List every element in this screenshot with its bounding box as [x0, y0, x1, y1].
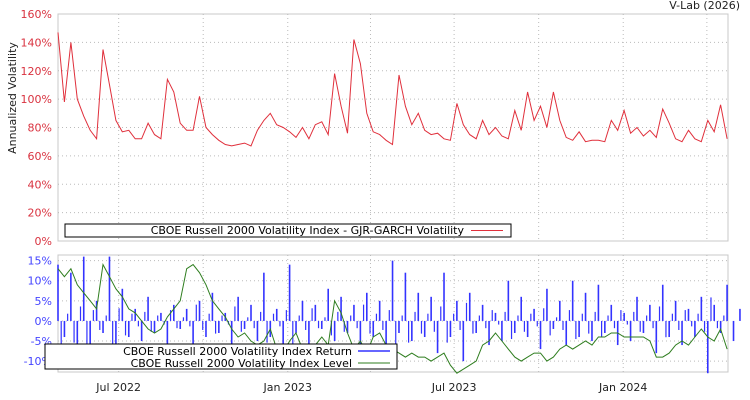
legend-label-return: CBOE Russell 2000 Volatility Index Retur…	[123, 345, 352, 358]
y-tick-label: 60%	[28, 150, 52, 163]
y-tick-label: 80%	[28, 122, 52, 135]
y-tick-label: 40%	[28, 178, 52, 191]
y-tick-label: 160%	[21, 8, 52, 21]
legend-label-volatility: CBOE Russell 2000 Volatility Index - GJR…	[151, 224, 465, 237]
legend-box-top	[64, 223, 512, 238]
y-tick-label: 100%	[21, 93, 52, 106]
y-tick-label: 0%	[35, 315, 52, 328]
legend-label-level: CBOE Russell 2000 Volatility Index Level	[131, 357, 352, 370]
y-axis-label: Annualized Volatility	[6, 42, 19, 154]
volatility-line	[57, 32, 728, 147]
x-tick-label: Jan 2024	[598, 381, 647, 394]
y-tick-label: 0%	[35, 235, 52, 248]
credit-label: V-Lab (2026)	[669, 0, 740, 12]
y-tick-label: 120%	[21, 65, 52, 78]
y-tick-label: 10%	[28, 275, 52, 288]
y-tick-label: 15%	[28, 255, 52, 268]
x-tick-label: Jul 2023	[431, 381, 477, 394]
y-tick-label: 20%	[28, 207, 52, 220]
x-tick-label: Jul 2022	[95, 381, 141, 394]
y-tick-label: 140%	[21, 36, 52, 49]
x-tick-label: Jan 2023	[263, 381, 312, 394]
y-tick-label: 5%	[35, 295, 52, 308]
legend-box-bottom	[44, 343, 398, 370]
